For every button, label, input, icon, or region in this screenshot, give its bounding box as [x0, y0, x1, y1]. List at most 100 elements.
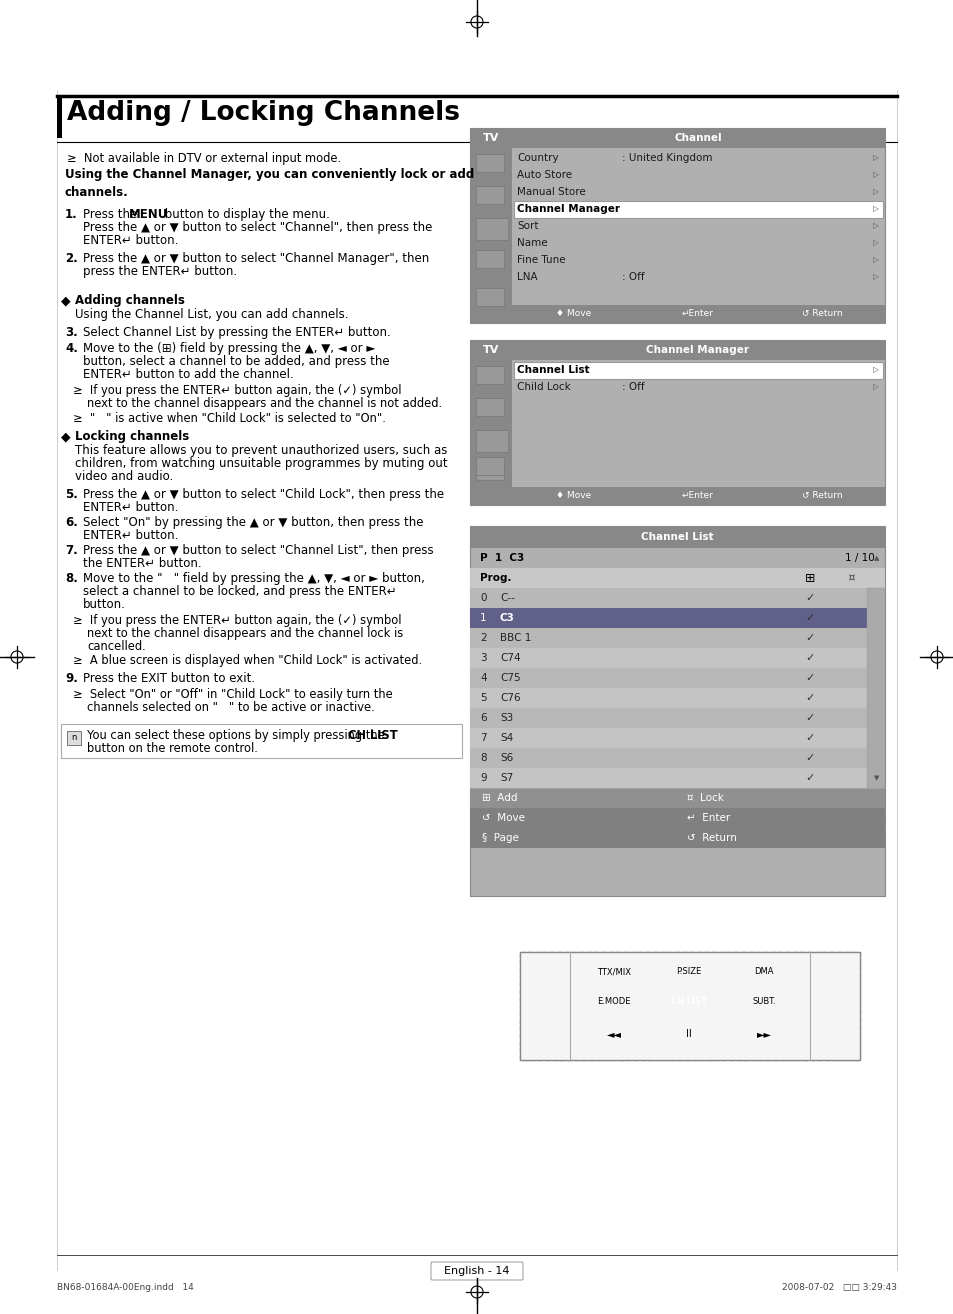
- Text: Manual Store: Manual Store: [517, 187, 585, 197]
- Text: video and audio.: video and audio.: [75, 470, 173, 484]
- Text: 9.: 9.: [65, 671, 78, 685]
- Text: TV: TV: [482, 346, 498, 355]
- Bar: [512, 487, 884, 505]
- Bar: [470, 828, 884, 848]
- Text: ◄◄: ◄◄: [606, 1029, 620, 1039]
- Bar: [470, 689, 866, 708]
- Text: ✓: ✓: [804, 593, 814, 603]
- Text: press the ENTER↵ button.: press the ENTER↵ button.: [83, 265, 237, 279]
- Bar: [476, 430, 507, 452]
- Text: Prog.: Prog.: [479, 573, 511, 583]
- Text: ENTER↵ button.: ENTER↵ button.: [83, 234, 178, 247]
- Text: button, select a channel to be added, and press the: button, select a channel to be added, an…: [83, 355, 389, 368]
- Text: ▲: ▲: [873, 555, 878, 561]
- Text: ◆: ◆: [61, 430, 71, 443]
- Text: Auto Store: Auto Store: [517, 170, 572, 180]
- Text: P  1  C3: P 1 C3: [479, 553, 524, 562]
- Text: C3: C3: [499, 614, 515, 623]
- Bar: [470, 668, 866, 689]
- Text: ♦ Move: ♦ Move: [556, 491, 591, 501]
- Text: Press the: Press the: [83, 208, 141, 221]
- Text: ↺  Return: ↺ Return: [686, 833, 736, 844]
- Bar: [476, 367, 503, 384]
- Text: children, from watching unsuitable programmes by muting out: children, from watching unsuitable progr…: [75, 457, 447, 470]
- FancyBboxPatch shape: [625, 342, 769, 359]
- Text: next to the channel disappears and the channel lock is: next to the channel disappears and the c…: [87, 627, 403, 640]
- Text: 4: 4: [479, 673, 486, 683]
- Text: S4: S4: [499, 733, 513, 742]
- Text: ≥  Select "On" or "Off" in "Child Lock" to easily turn the: ≥ Select "On" or "Off" in "Child Lock" t…: [73, 689, 393, 700]
- Text: 0: 0: [479, 593, 486, 603]
- Text: Country: Country: [517, 152, 558, 163]
- Text: ≥  If you press the ENTER↵ button again, the (✓) symbol: ≥ If you press the ENTER↵ button again, …: [73, 384, 401, 397]
- Bar: [470, 526, 884, 548]
- Text: 9: 9: [479, 773, 486, 783]
- Text: II: II: [685, 1029, 691, 1039]
- Text: ✓: ✓: [804, 633, 814, 643]
- Text: ↺ Return: ↺ Return: [801, 491, 841, 501]
- Text: 7.: 7.: [65, 544, 77, 557]
- Text: Select Channel List by pressing the ENTER↵ button.: Select Channel List by pressing the ENTE…: [83, 326, 391, 339]
- Bar: [514, 361, 882, 378]
- Bar: [470, 628, 866, 648]
- Text: 1 / 10: 1 / 10: [844, 553, 874, 562]
- Bar: [470, 748, 866, 767]
- Text: Adding / Locking Channels: Adding / Locking Channels: [67, 100, 459, 126]
- Text: Channel List: Channel List: [517, 365, 589, 374]
- Text: ✓: ✓: [804, 614, 814, 623]
- Text: C76: C76: [499, 692, 520, 703]
- Text: ✓: ✓: [804, 733, 814, 742]
- FancyBboxPatch shape: [640, 129, 754, 147]
- Bar: [519, 953, 859, 1060]
- Text: 4.: 4.: [65, 342, 78, 355]
- Bar: [476, 398, 503, 417]
- Text: You can select these options by simply pressing the: You can select these options by simply p…: [87, 729, 388, 742]
- Text: ◆: ◆: [61, 294, 71, 307]
- Text: Press the ▲ or ▼ button to select "Channel List", then press: Press the ▲ or ▼ button to select "Chann…: [83, 544, 434, 557]
- Text: Name: Name: [517, 238, 547, 248]
- Text: : United Kingdom: : United Kingdom: [621, 152, 712, 163]
- Text: ▷: ▷: [872, 154, 878, 163]
- Bar: [476, 187, 503, 204]
- Bar: [470, 708, 866, 728]
- Text: 2.: 2.: [65, 252, 77, 265]
- Text: 5: 5: [479, 692, 486, 703]
- Text: ✓: ✓: [804, 714, 814, 723]
- Text: Select "On" by pressing the ▲ or ▼ button, then press the: Select "On" by pressing the ▲ or ▼ butto…: [83, 516, 423, 530]
- Text: 3.: 3.: [65, 326, 77, 339]
- Text: Press the ▲ or ▼ button to select "Child Lock", then press the: Press the ▲ or ▼ button to select "Child…: [83, 487, 444, 501]
- Text: ENTER↵ button.: ENTER↵ button.: [83, 501, 178, 514]
- Bar: [476, 463, 503, 480]
- Bar: [470, 340, 512, 505]
- Bar: [512, 305, 884, 323]
- Text: TTX/MIX: TTX/MIX: [597, 967, 630, 976]
- Bar: [514, 201, 882, 218]
- Text: button.: button.: [83, 598, 126, 611]
- Text: Channel Manager: Channel Manager: [646, 346, 749, 355]
- Text: 1.: 1.: [65, 208, 77, 221]
- Text: Using the Channel Manager, you can conveniently lock or add
channels.: Using the Channel Manager, you can conve…: [65, 168, 474, 198]
- Bar: [470, 788, 884, 808]
- Text: channels selected on "   " to be active or inactive.: channels selected on " " to be active or…: [87, 700, 375, 714]
- Text: E.MODE: E.MODE: [597, 997, 630, 1007]
- Text: Child Lock: Child Lock: [517, 382, 570, 392]
- Text: ENTER↵ button to add the channel.: ENTER↵ button to add the channel.: [83, 368, 294, 381]
- Text: LNA: LNA: [517, 272, 537, 283]
- Bar: [470, 608, 866, 628]
- Text: CH LIST: CH LIST: [348, 729, 397, 742]
- Text: ¤: ¤: [844, 573, 855, 583]
- Text: : Off: : Off: [621, 382, 644, 392]
- Text: ►►: ►►: [756, 1029, 771, 1039]
- FancyBboxPatch shape: [580, 1022, 646, 1046]
- Bar: [519, 953, 859, 1060]
- Text: 6: 6: [479, 714, 486, 723]
- Text: Press the EXIT button to exit.: Press the EXIT button to exit.: [83, 671, 254, 685]
- Text: : Off: : Off: [621, 272, 644, 283]
- Text: 8: 8: [479, 753, 486, 763]
- Text: ▷: ▷: [872, 255, 878, 264]
- FancyBboxPatch shape: [604, 527, 748, 547]
- Text: ↵Enter: ↵Enter: [681, 310, 713, 318]
- Text: button to display the menu.: button to display the menu.: [161, 208, 330, 221]
- Text: Move to the "   " field by pressing the ▲, ▼, ◄ or ► button,: Move to the " " field by pressing the ▲,…: [83, 572, 424, 585]
- Bar: [470, 526, 884, 896]
